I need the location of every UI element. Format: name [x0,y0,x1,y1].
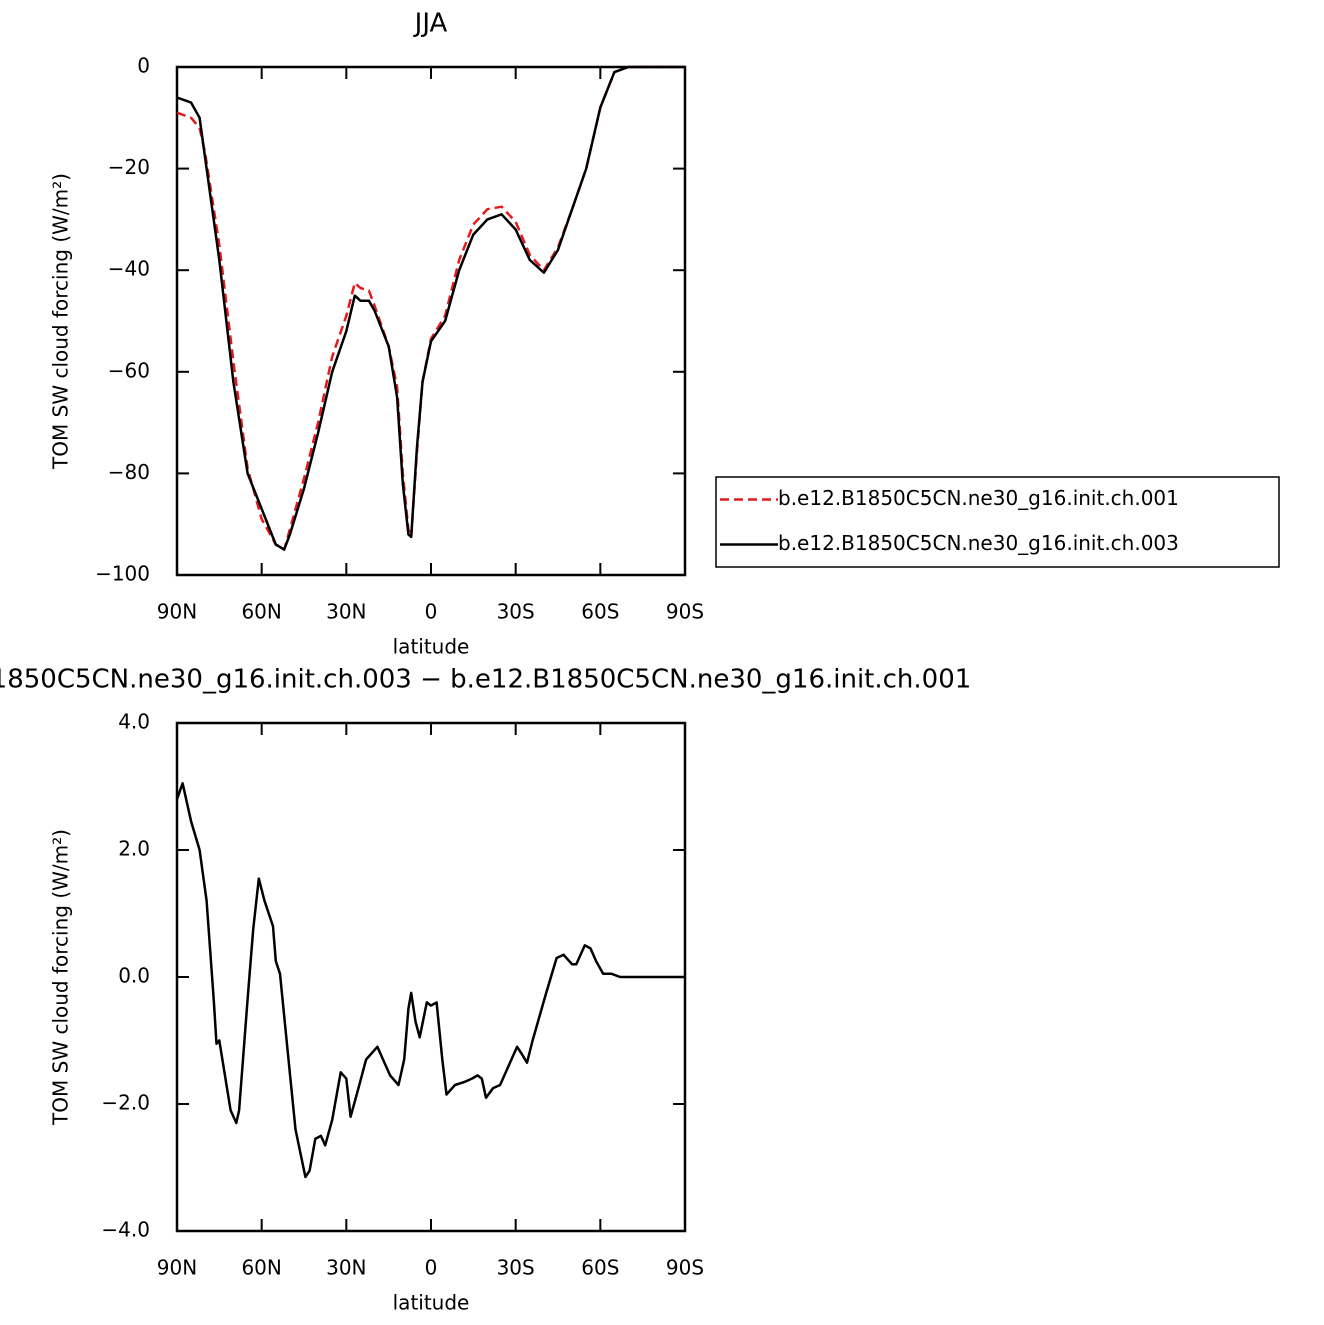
y-axis-label: TOM SW cloud forcing (W/m²) [49,829,73,1126]
x-axis-label: latitude [393,1291,470,1315]
x-tick-label: 0 [425,1256,438,1280]
x-tick-label: 60S [581,600,619,624]
x-tick-label: 30N [326,1256,366,1280]
x-tick-label: 60S [581,1256,619,1280]
x-tick-label: 30S [497,600,535,624]
x-tick-label: 90N [157,600,197,624]
y-tick-label: −100 [95,562,150,586]
y-tick-label: −4.0 [101,1218,150,1242]
chart-title: b.e12.B1850C5CN.ne30_g16.init.ch.003 − b… [0,665,971,695]
x-tick-label: 90N [157,1256,197,1280]
x-axis-label: latitude [393,635,470,659]
series-line [175,782,685,1179]
x-tick-label: 90S [666,1256,704,1280]
x-tick-label: 60N [241,600,281,624]
plot-frame [175,65,687,577]
series-line [176,65,685,551]
y-tick-label: 0 [137,54,150,78]
y-tick-label: −80 [108,460,150,484]
y-tick-label: 4.0 [118,710,150,734]
y-tick-label: −40 [108,257,150,281]
plot-frame [175,721,687,1233]
x-tick-label: 30S [497,1256,535,1280]
x-tick-label: 90S [666,600,704,624]
y-tick-label: −20 [108,155,150,179]
y-tick-label: −2.0 [101,1091,150,1115]
y-axis-label: TOM SW cloud forcing (W/m²) [49,173,73,470]
legend-label: b.e12.B1850C5CN.ne30_g16.init.ch.003 [778,531,1179,555]
y-tick-label: 0.0 [118,964,150,988]
legend-label: b.e12.B1850C5CN.ne30_g16.init.ch.001 [778,486,1179,510]
y-tick-label: 2.0 [118,837,150,861]
x-tick-label: 30N [326,600,366,624]
series-line [176,65,685,551]
x-tick-label: 0 [425,600,438,624]
x-tick-label: 60N [241,1256,281,1280]
chart-title: JJA [413,9,448,39]
y-tick-label: −60 [108,358,150,382]
legend-box [715,476,1280,568]
